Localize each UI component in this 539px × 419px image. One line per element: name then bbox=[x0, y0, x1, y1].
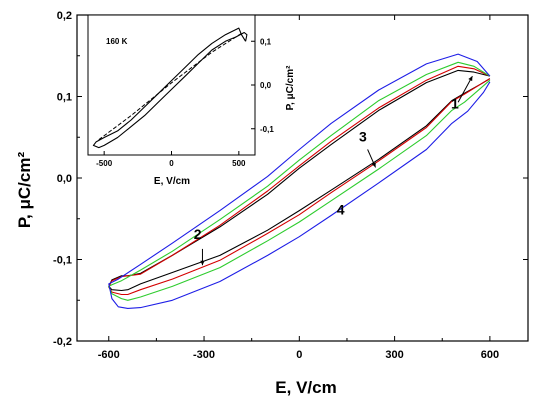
x-tick-label: 600 bbox=[481, 349, 499, 361]
curve-3-arrow-head bbox=[371, 162, 376, 168]
inset-y-tick-label: -0,1 bbox=[260, 125, 274, 134]
series-1-line bbox=[108, 69, 491, 292]
y-tick-label: -0,1 bbox=[53, 255, 72, 267]
curve-label-3: 3 bbox=[359, 128, 367, 144]
x-tick-label: 0 bbox=[296, 349, 302, 361]
x-axis-title: E, V/cm bbox=[275, 378, 336, 397]
curve-1-arrow bbox=[457, 75, 473, 103]
inset-y-axis-title: P, μC/cm² bbox=[285, 65, 296, 111]
curve-label-2: 2 bbox=[194, 226, 202, 242]
y-axis-title: P, μC/cm² bbox=[15, 152, 34, 229]
inset-x-axis-title: E, V/cm bbox=[154, 176, 190, 187]
inset-dashed-line bbox=[98, 32, 242, 141]
inset-loop-line bbox=[92, 27, 248, 149]
y-tick-label: -0,2 bbox=[53, 336, 72, 348]
x-tick-label: -600 bbox=[98, 349, 120, 361]
inset-plot: -500 0 500 0,1 0,0 -0,1 160 K E, V/cm P, μC/c… bbox=[87, 14, 296, 187]
curve-1-arrow-head bbox=[468, 76, 473, 82]
series-3-line bbox=[108, 61, 491, 301]
y-tick-label: 0,0 bbox=[57, 173, 72, 185]
inset-plot-frame bbox=[87, 14, 256, 156]
curve-2-arrow-head bbox=[200, 260, 205, 266]
curve-label-4: 4 bbox=[337, 202, 345, 218]
inset-x-tick-label: -500 bbox=[96, 159, 113, 168]
curve-label-1: 1 bbox=[451, 96, 459, 112]
inset-x-tick-label: 500 bbox=[232, 159, 246, 168]
inset-x-tick-label: 0 bbox=[169, 159, 174, 168]
x-tick-label: 300 bbox=[385, 349, 403, 361]
inset-y-tick-label: 0,1 bbox=[260, 37, 272, 46]
inset-title: 160 K bbox=[106, 37, 128, 46]
y-tick-label: 0,1 bbox=[57, 92, 72, 104]
y-tick-label: 0,2 bbox=[57, 10, 72, 22]
series-4-line bbox=[108, 53, 491, 309]
inset-y-tick-label: 0,0 bbox=[260, 81, 272, 90]
x-tick-label: -300 bbox=[193, 349, 215, 361]
